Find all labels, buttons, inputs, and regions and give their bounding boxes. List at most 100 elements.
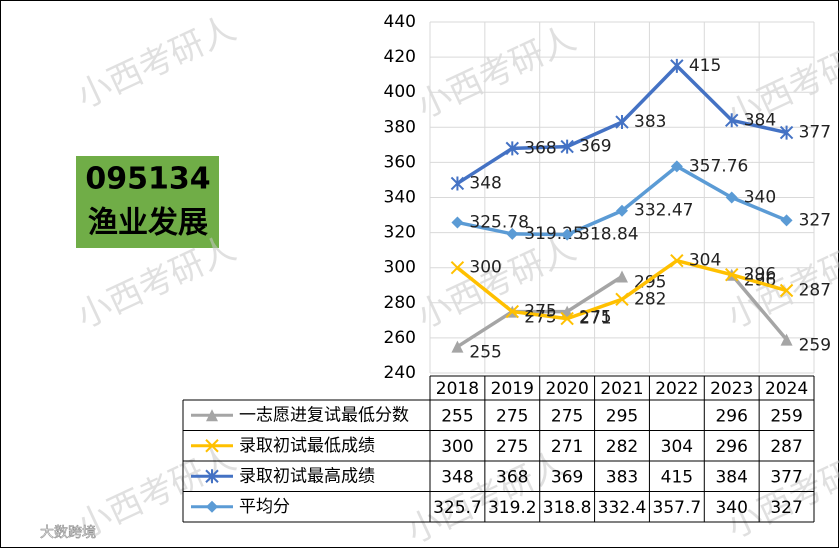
- data-label: 415: [689, 56, 721, 76]
- table-cell: 340: [715, 498, 747, 518]
- y-tick-label: 320: [384, 223, 416, 243]
- data-label: 271: [579, 309, 611, 329]
- legend-label: 录取初试最低成绩: [239, 436, 375, 456]
- marker: [505, 304, 519, 319]
- data-label: 368: [524, 138, 556, 158]
- y-tick-label: 400: [384, 82, 416, 102]
- y-tick-label: 260: [384, 328, 416, 348]
- marker: [725, 268, 739, 282]
- x-tick-label: 2019: [491, 379, 534, 399]
- data-label: 327: [799, 210, 831, 230]
- data-label: 340: [744, 188, 776, 208]
- data-label: 275: [524, 302, 556, 322]
- marker: [451, 340, 464, 353]
- data-label: 300: [469, 258, 501, 278]
- table-cell: 275: [551, 406, 583, 426]
- table-cell: 415: [661, 467, 693, 487]
- data-label: 357.76: [689, 156, 748, 176]
- data-label: 255: [469, 343, 501, 363]
- table-cell: 304: [661, 437, 693, 457]
- marker: [725, 113, 739, 128]
- y-tick-label: 440: [384, 12, 416, 32]
- data-label: 287: [799, 281, 831, 301]
- y-tick-label: 380: [384, 117, 416, 137]
- table-cell: 327: [770, 498, 802, 518]
- table-cell: 271: [551, 437, 583, 457]
- table-cell: 319.2: [488, 498, 537, 518]
- x-tick-label: 2021: [600, 379, 643, 399]
- table-cell: 275: [496, 437, 528, 457]
- data-label: 319.25: [524, 224, 583, 244]
- y-tick-label: 240: [384, 363, 416, 383]
- x-tick-label: 2020: [546, 379, 589, 399]
- table-cell: 275: [496, 406, 528, 426]
- table-cell: 255: [441, 406, 473, 426]
- marker: [560, 311, 574, 326]
- data-label: 332.47: [634, 201, 693, 221]
- data-label: 259: [799, 336, 831, 356]
- x-tick-label: 2023: [710, 379, 753, 399]
- table-cell: 295: [606, 406, 638, 426]
- marker: [780, 214, 793, 227]
- logo: 大数跨境: [40, 525, 96, 541]
- data-label: 325.78: [469, 212, 528, 232]
- marker: [205, 469, 219, 484]
- marker: [506, 227, 519, 240]
- marker: [779, 283, 794, 298]
- y-tick-label: 300: [384, 258, 416, 278]
- table-cell: 348: [441, 467, 473, 487]
- table-cell: 282: [606, 437, 638, 457]
- marker: [725, 191, 738, 204]
- marker: [616, 204, 628, 217]
- table-cell: 259: [770, 406, 802, 426]
- marker: [205, 439, 219, 453]
- marker: [560, 139, 574, 154]
- x-tick-label: 2024: [765, 379, 808, 399]
- table-cell: 325.7: [433, 498, 482, 518]
- legend-label: 录取初试最高成绩: [239, 466, 375, 486]
- table-cell: 369: [551, 467, 583, 487]
- marker: [670, 160, 683, 173]
- table-cell: 296: [715, 437, 747, 457]
- data-label: 282: [634, 289, 666, 309]
- data-label: 318.84: [579, 225, 638, 245]
- y-tick-label: 280: [384, 293, 416, 313]
- series-line: [456, 273, 788, 349]
- y-tick-label: 340: [384, 188, 416, 208]
- data-label: 296: [744, 265, 776, 285]
- marker: [451, 216, 464, 229]
- table-cell: 368: [496, 467, 528, 487]
- table-cell: 383: [606, 467, 638, 487]
- chart-subtitle: 渔业发展: [88, 206, 208, 241]
- marker: [615, 115, 629, 130]
- table-cell: 357.7: [653, 498, 702, 518]
- y-tick-label: 420: [384, 47, 416, 67]
- marker: [450, 260, 465, 275]
- data-label: 377: [799, 123, 831, 143]
- marker: [780, 333, 793, 346]
- table-cell: 318.8: [543, 498, 592, 518]
- legend-label: 一志愿进复试最低分数: [239, 405, 409, 425]
- table-cell: 300: [441, 437, 473, 457]
- chart-title: 095134: [85, 162, 210, 197]
- marker: [505, 141, 519, 156]
- title-box: [76, 156, 219, 248]
- marker: [670, 58, 684, 73]
- data-label: 384: [744, 110, 776, 130]
- table-cell: 384: [715, 467, 747, 487]
- x-tick-label: 2022: [655, 379, 698, 399]
- data-label: 295: [634, 272, 666, 292]
- y-tick-label: 360: [384, 152, 416, 172]
- marker: [450, 176, 465, 191]
- marker: [206, 409, 218, 422]
- x-tick-label: 2018: [436, 379, 479, 399]
- legend-label: 平均分: [239, 497, 290, 517]
- marker: [616, 270, 628, 283]
- data-label: 348: [469, 173, 501, 193]
- table-cell: 287: [770, 437, 802, 457]
- table-cell: 332.4: [598, 498, 647, 518]
- data-label: 369: [579, 137, 611, 157]
- marker: [670, 253, 684, 268]
